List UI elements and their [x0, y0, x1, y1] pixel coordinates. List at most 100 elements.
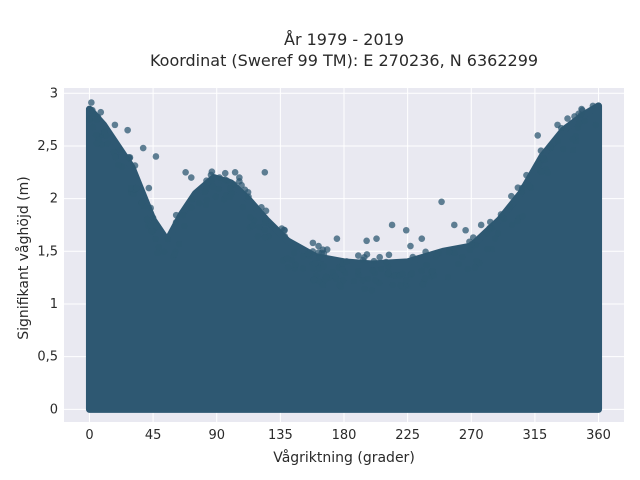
scatter-point: [181, 222, 188, 230]
scatter-point: [97, 108, 105, 116]
scatter-point: [462, 226, 469, 234]
scatter-point: [92, 131, 100, 139]
scatter-point: [164, 235, 171, 243]
scatter-point: [459, 253, 466, 261]
scatter-point: [262, 207, 270, 215]
scatter-point: [208, 168, 216, 176]
scatter-point: [299, 253, 307, 260]
scatter-point: [438, 198, 445, 206]
scatter-point: [320, 263, 327, 270]
scatter-point: [444, 273, 452, 281]
scatter-point: [261, 226, 268, 234]
x-axis-label: Vågriktning (grader): [273, 449, 415, 466]
scatter-point: [483, 245, 491, 253]
scatter-point: [519, 212, 527, 220]
scatter-point: [466, 246, 474, 254]
scatter-point: [421, 275, 429, 282]
scatter-point: [333, 235, 341, 242]
scatter-point: [554, 137, 562, 145]
scatter-point: [104, 140, 111, 147]
y-tick-label: 2: [50, 192, 58, 207]
scatter-point: [215, 185, 222, 193]
scatter-point: [155, 243, 162, 251]
scatter-point: [371, 276, 379, 284]
scatter-point: [369, 267, 377, 274]
scatter-point: [284, 264, 292, 271]
y-axis-ticks: 0 0,5 1 1,5 2 2,5 3: [37, 86, 58, 417]
scatter-point: [571, 113, 578, 120]
scatter-point: [592, 121, 600, 129]
scatter-point: [112, 153, 119, 161]
scatter-point: [311, 260, 319, 267]
scatter-point: [407, 242, 414, 250]
scatter-point: [226, 185, 234, 192]
x-tick-label: 360: [586, 428, 611, 443]
point-cloud: [85, 102, 603, 413]
x-tick-label: 315: [522, 428, 547, 443]
scatter-point: [145, 184, 153, 192]
scatter-point: [389, 281, 396, 289]
scatter-point: [473, 257, 480, 265]
x-tick-label: 45: [145, 428, 162, 443]
x-tick-label: 0: [85, 428, 93, 443]
scatter-point: [385, 251, 393, 259]
scatter-point: [370, 257, 378, 265]
scatter-point: [261, 233, 269, 241]
scatter-point: [154, 249, 161, 257]
scatter-point: [182, 168, 189, 176]
scatter-point: [368, 287, 376, 294]
y-tick-label: 1: [50, 297, 58, 312]
scatter-point: [171, 251, 178, 258]
scatter-point: [319, 281, 327, 289]
scatter-point: [239, 203, 247, 211]
scatter-point: [471, 264, 479, 271]
scatter-point: [254, 233, 262, 240]
scatter-point: [419, 281, 426, 288]
scatter-point: [268, 221, 275, 229]
scatter-point: [466, 238, 473, 246]
scatter-point: [148, 228, 155, 235]
scatter-point: [195, 199, 203, 207]
scatter-point: [226, 193, 234, 201]
scatter-point: [382, 258, 390, 266]
scatter-point: [221, 176, 229, 183]
scatter-point: [534, 132, 542, 139]
scatter-point: [139, 144, 147, 152]
scatter-point: [409, 253, 417, 261]
scatter-point: [258, 203, 265, 211]
scatter-point: [231, 168, 239, 176]
scatter-point: [403, 276, 410, 284]
scatter-point: [309, 239, 317, 247]
scatter-point: [88, 106, 96, 114]
scatter-point: [111, 121, 119, 129]
scatter-point: [569, 135, 577, 143]
scatter-point: [350, 277, 358, 285]
scatter-point: [506, 203, 514, 211]
x-tick-label: 90: [208, 428, 225, 443]
scatter-point: [477, 221, 485, 229]
scatter-point: [397, 281, 404, 289]
scatter-point: [124, 126, 131, 134]
scatter-point: [535, 161, 543, 168]
scatter-point: [93, 140, 100, 147]
scatter-point: [385, 269, 392, 277]
scatter-point: [88, 99, 95, 106]
x-axis-ticks: 0 45 90 135 180 225 270 315 360: [85, 428, 611, 443]
scatter-point: [246, 213, 254, 221]
scatter-point: [408, 270, 416, 277]
chart-title: År 1979 - 2019: [284, 30, 404, 49]
scatter-point: [283, 255, 291, 262]
scatter-point: [559, 145, 567, 153]
scatter-point: [86, 116, 93, 124]
scatter-point: [525, 182, 533, 190]
scatter-point: [315, 242, 322, 250]
scatter-point: [339, 277, 347, 284]
scatter-point: [363, 251, 371, 258]
point-cloud-band: [85, 102, 603, 413]
scatter-point: [331, 272, 339, 280]
scatter-point: [418, 235, 426, 242]
x-tick-label: 270: [459, 428, 484, 443]
scatter-point: [343, 258, 350, 265]
scatter-point: [310, 276, 318, 284]
scatter-point: [429, 267, 436, 275]
